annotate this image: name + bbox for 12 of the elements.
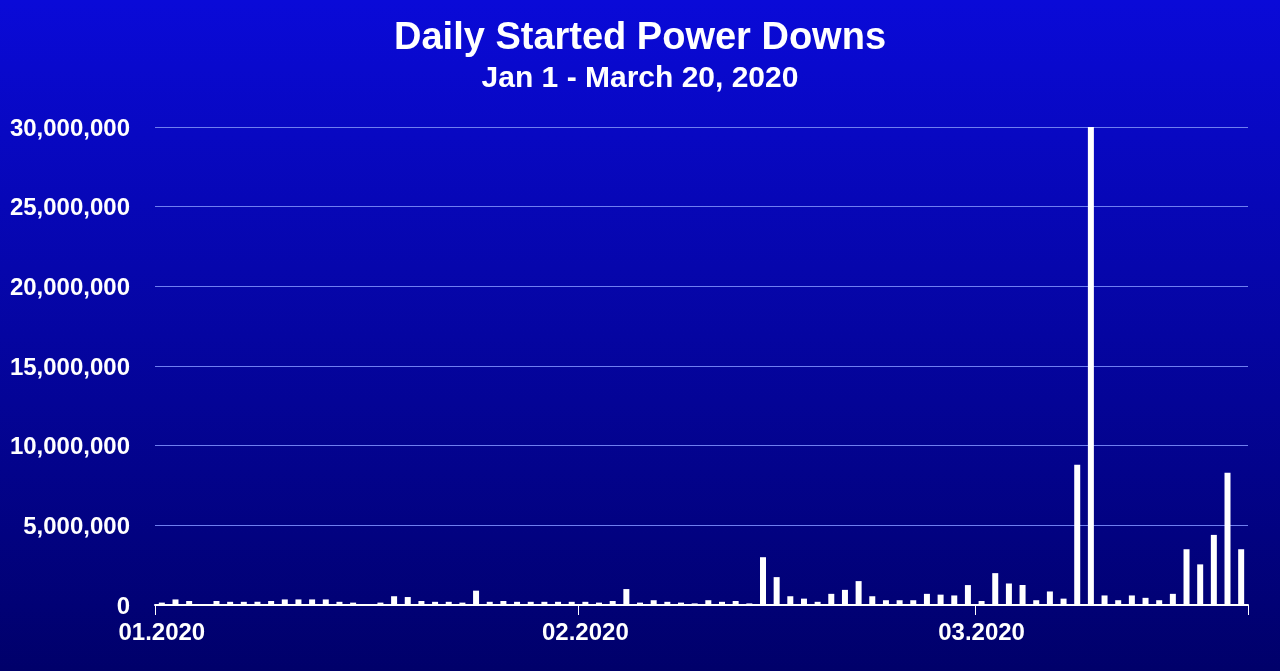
- x-tick-label: 01.2020: [118, 617, 206, 645]
- y-tick-label: 10,000,000: [9, 432, 130, 460]
- y-tick-label: 20,000,000: [9, 272, 130, 300]
- y-tick-label: 30,000,000: [9, 113, 130, 141]
- y-tick-label: 0: [116, 591, 130, 619]
- y-tick-label: 5,000,000: [23, 511, 130, 539]
- x-tick-label: 03.2020: [938, 617, 1025, 645]
- chart-subtitle: Jan 1 - March 20, 2020: [481, 59, 799, 93]
- chart-title: Daily Started Power Downs: [393, 15, 887, 57]
- x-tick-label: 02.2020: [541, 617, 629, 645]
- y-tick-label: 25,000,000: [9, 193, 130, 221]
- y-tick-label: 15,000,000: [9, 352, 130, 380]
